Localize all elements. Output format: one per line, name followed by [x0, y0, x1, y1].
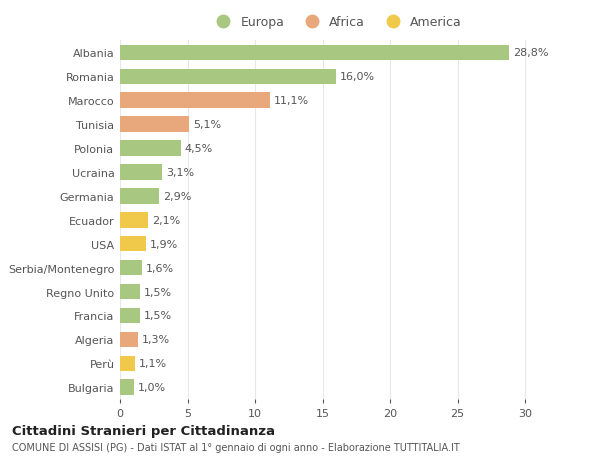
Bar: [120, 284, 140, 300]
Text: 4,5%: 4,5%: [185, 144, 213, 154]
Bar: [120, 117, 189, 133]
Bar: [120, 308, 140, 324]
Text: 2,1%: 2,1%: [152, 215, 181, 225]
Text: 16,0%: 16,0%: [340, 72, 375, 82]
Bar: [120, 380, 133, 395]
Text: 1,9%: 1,9%: [150, 239, 178, 249]
Text: 2,9%: 2,9%: [163, 191, 191, 202]
Text: 1,6%: 1,6%: [146, 263, 174, 273]
Bar: [120, 236, 146, 252]
Legend: Europa, Africa, America: Europa, Africa, America: [208, 13, 464, 32]
Bar: [120, 356, 135, 371]
Bar: [120, 260, 142, 276]
Bar: [120, 213, 148, 228]
Bar: [120, 165, 162, 180]
Bar: [120, 69, 336, 85]
Bar: [120, 45, 509, 61]
Bar: [120, 93, 270, 109]
Text: COMUNE DI ASSISI (PG) - Dati ISTAT al 1° gennaio di ogni anno - Elaborazione TUT: COMUNE DI ASSISI (PG) - Dati ISTAT al 1°…: [12, 442, 460, 452]
Bar: [120, 189, 159, 204]
Text: 1,1%: 1,1%: [139, 358, 167, 369]
Text: 1,3%: 1,3%: [142, 335, 170, 345]
Text: Cittadini Stranieri per Cittadinanza: Cittadini Stranieri per Cittadinanza: [12, 425, 275, 437]
Text: 11,1%: 11,1%: [274, 96, 309, 106]
Text: 1,0%: 1,0%: [137, 382, 166, 392]
Text: 1,5%: 1,5%: [145, 287, 172, 297]
Bar: [120, 141, 181, 157]
Bar: [120, 332, 137, 347]
Text: 1,5%: 1,5%: [145, 311, 172, 321]
Text: 3,1%: 3,1%: [166, 168, 194, 178]
Text: 5,1%: 5,1%: [193, 120, 221, 130]
Text: 28,8%: 28,8%: [513, 48, 548, 58]
